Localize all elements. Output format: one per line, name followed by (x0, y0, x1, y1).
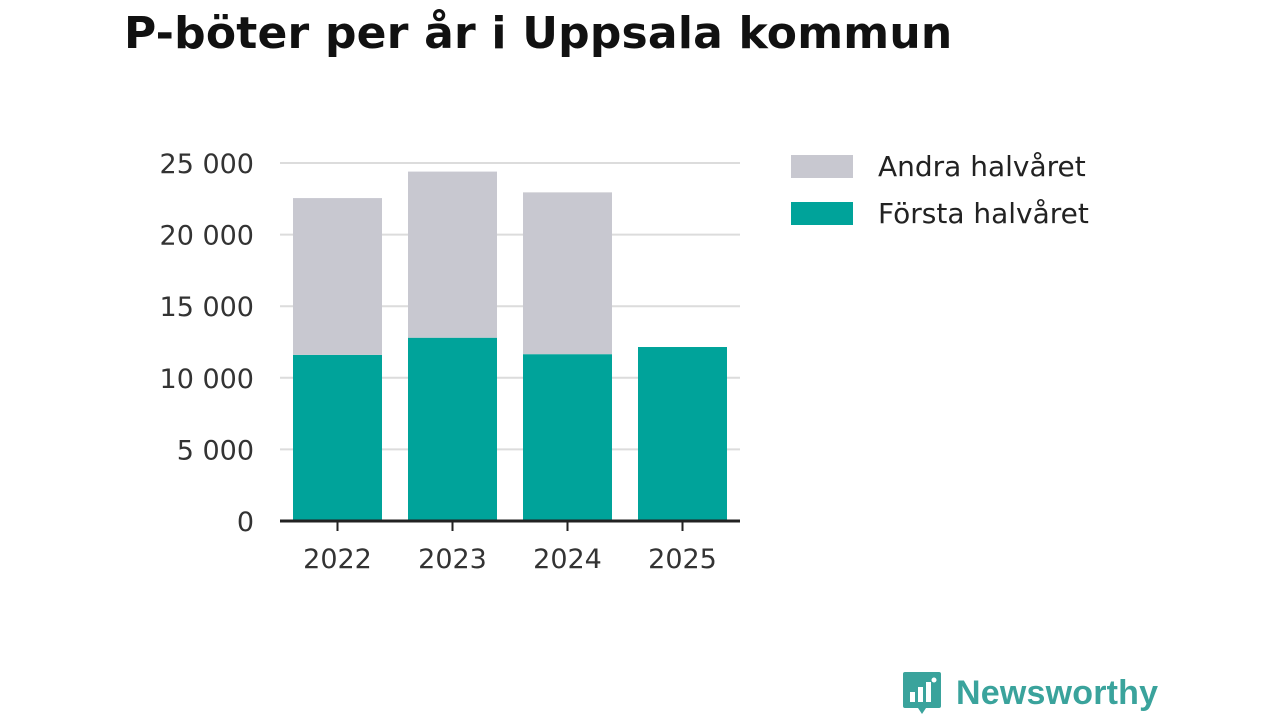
bar-andra-halvaret (293, 198, 382, 355)
chart-title: P-böter per år i Uppsala kommun (124, 8, 953, 59)
legend-label: Andra halvåret (878, 150, 1086, 183)
bar-forsta-halvaret (523, 354, 612, 521)
y-tick-label: 5 000 (177, 435, 254, 466)
y-tick-label: 25 000 (160, 149, 254, 180)
bar-forsta-halvaret (638, 347, 727, 521)
x-tick-label: 2024 (533, 544, 602, 575)
bar-chart-speech-bubble-icon (903, 672, 941, 714)
y-tick-label: 10 000 (160, 364, 254, 395)
legend-label: Första halvåret (878, 197, 1089, 230)
brand-logo: Newsworthy (902, 670, 1158, 716)
x-tick-label: 2022 (303, 544, 372, 575)
y-tick-label: 0 (237, 507, 254, 538)
legend-swatch (791, 202, 853, 225)
x-tick-label: 2023 (418, 544, 487, 575)
legend-swatch (791, 155, 853, 178)
y-tick-label: 15 000 (160, 292, 254, 323)
y-tick-label: 20 000 (160, 221, 254, 252)
bar-andra-halvaret (523, 192, 612, 355)
bar-andra-halvaret (408, 171, 497, 338)
bar-forsta-halvaret (408, 337, 497, 521)
brand-name: Newsworthy (956, 673, 1159, 712)
bar-forsta-halvaret (293, 354, 382, 521)
x-tick-label: 2025 (648, 544, 717, 575)
